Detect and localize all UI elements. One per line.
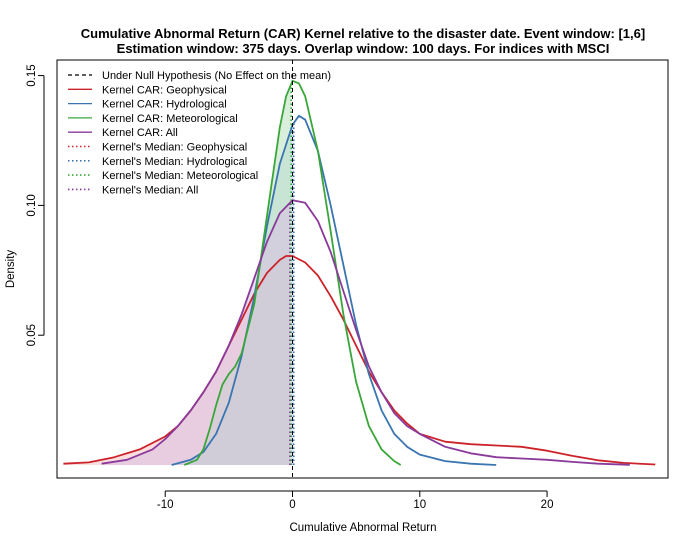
density-curve-1 xyxy=(171,114,497,466)
y-axis: 0.05 0.10 0.15 xyxy=(26,64,45,346)
legend-label-0: Under Null Hypothesis (No Effect on the … xyxy=(102,70,331,82)
chart-title-line2: Estimation window: 375 days. Overlap win… xyxy=(117,41,610,56)
x-tick-label-2: 10 xyxy=(413,499,426,511)
density-fills xyxy=(63,83,294,466)
legend: Under Null Hypothesis (No Effect on the … xyxy=(68,70,331,196)
legend-label-4: Kernel CAR: All xyxy=(102,127,178,139)
legend-label-1: Kernel CAR: Geophysical xyxy=(102,84,227,96)
x-tick-label-1: 0 xyxy=(289,499,295,511)
density-curve-0 xyxy=(63,255,656,466)
legend-label-5: Kernel's Median: Geophysical xyxy=(102,142,247,154)
chart-title-line1: Cumulative Abnormal Return (CAR) Kernel … xyxy=(81,26,645,41)
density-curve-2 xyxy=(183,79,402,466)
density-curve-3 xyxy=(101,199,630,466)
y-tick-label-1: 0.10 xyxy=(26,194,38,216)
x-tick-label-0: -10 xyxy=(157,499,174,511)
x-axis: -10 0 10 20 xyxy=(157,490,554,511)
y-tick-label-2: 0.15 xyxy=(26,64,38,86)
y-tick-label-0: 0.05 xyxy=(26,324,38,346)
density-fill-3 xyxy=(101,202,290,466)
legend-label-2: Kernel CAR: Hydrological xyxy=(102,99,227,111)
plot-frame xyxy=(56,59,669,479)
legend-label-3: Kernel CAR: Meteorological xyxy=(102,113,238,125)
x-axis-label: Cumulative Abnormal Return xyxy=(289,522,436,534)
y-axis-label: Density xyxy=(5,250,17,289)
legend-label-7: Kernel's Median: Meteorological xyxy=(102,170,258,182)
density-curves xyxy=(63,79,656,466)
legend-label-8: Kernel's Median: All xyxy=(102,184,198,196)
median-lines xyxy=(289,83,295,466)
x-tick-label-3: 20 xyxy=(541,499,554,511)
legend-label-6: Kernel's Median: Hydrological xyxy=(102,156,247,168)
